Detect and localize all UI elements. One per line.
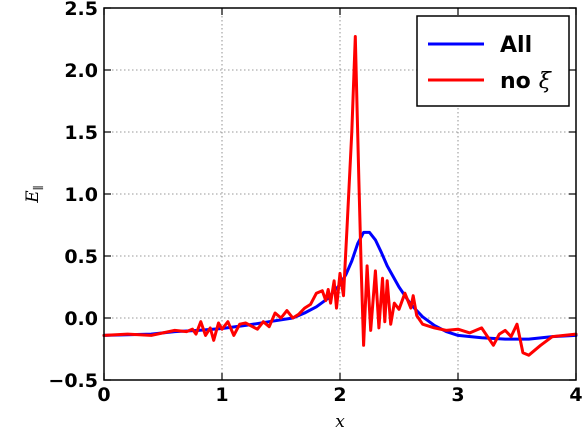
y-tick-labels: −0.5 0.0 0.5 1.0 1.5 2.0 2.5 <box>48 0 98 392</box>
legend: All no ξ <box>416 15 570 107</box>
y-axis-label-main: E <box>23 190 43 204</box>
y-tick-label: 0.0 <box>64 308 98 330</box>
y-axis-label: E∥ <box>23 185 45 204</box>
x-tick-label: 0 <box>97 384 110 406</box>
series-lines <box>102 35 578 357</box>
legend-box <box>416 15 570 107</box>
axis-ticks <box>103 7 577 381</box>
x-axis-label: x <box>335 412 345 432</box>
y-tick-label: 1.5 <box>64 122 98 144</box>
legend-label: no ξ <box>500 69 553 94</box>
legend-label: All <box>500 33 532 58</box>
x-tick-label: 1 <box>215 384 228 406</box>
legend-label-symbol: ξ <box>539 69 553 94</box>
legend-label-text: All <box>500 33 532 58</box>
y-tick-label: 1.0 <box>64 184 98 206</box>
legend-label-text: no <box>500 69 531 94</box>
y-tick-label: 2.0 <box>64 60 98 82</box>
y-tick-label: 0.5 <box>64 246 98 268</box>
x-tick-label: 3 <box>451 384 464 406</box>
x-tick-label: 2 <box>333 384 346 406</box>
x-tick-labels: 0 1 2 3 4 <box>97 384 582 406</box>
series-line-2 <box>102 35 578 357</box>
y-tick-label: −0.5 <box>48 370 98 392</box>
x-tick-label: 4 <box>569 384 582 406</box>
y-tick-label: 2.5 <box>64 0 98 20</box>
y-axis-label-subscript: ∥ <box>32 185 45 190</box>
